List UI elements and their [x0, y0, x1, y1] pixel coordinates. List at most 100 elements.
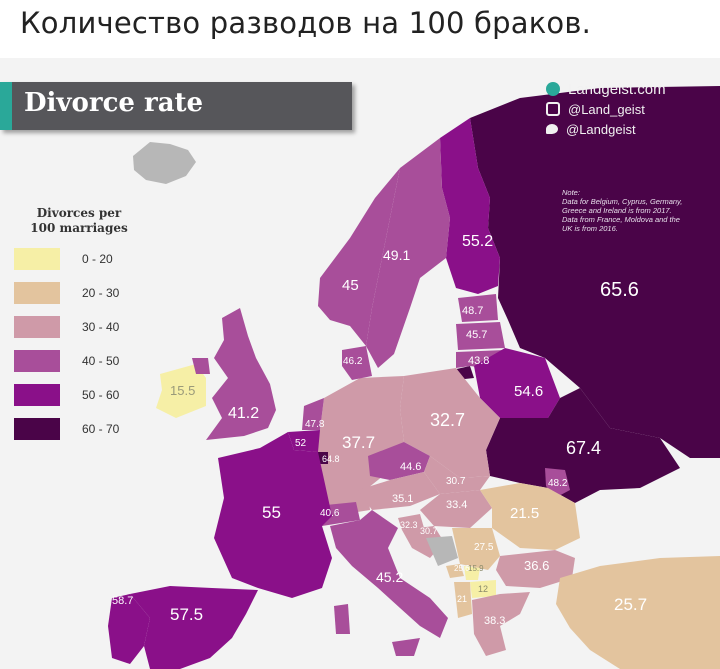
country-luxembourg	[318, 452, 328, 464]
label-hungary: 33.4	[446, 499, 467, 511]
label-poland: 32.7	[430, 410, 465, 430]
banner-accent	[0, 82, 12, 130]
country-netherlands	[302, 398, 324, 430]
note-line: Greece and Ireland is from 2017.	[562, 206, 672, 215]
legend-label: 50 - 60	[82, 388, 120, 402]
country-turkey	[556, 556, 720, 669]
label-slovakia: 30.7	[446, 476, 466, 487]
country-slovenia	[398, 514, 424, 530]
brand-handle: @Landgeist	[566, 121, 636, 137]
brand-site: Landgeist.com	[568, 80, 666, 98]
country-denmark	[342, 346, 372, 380]
label-luxembourg: 64.8	[322, 454, 340, 464]
label-sweden: 49.1	[383, 247, 410, 263]
note-heading: Note:	[562, 188, 580, 197]
country-ireland	[156, 364, 206, 418]
data-note: Note: Data for Belgium, Cyprus, Germany,…	[562, 188, 707, 233]
country-finland	[440, 118, 500, 294]
country-czechia	[368, 442, 430, 480]
divorce-rate-map: 65.6 67.4 54.6 55.2 49.1 45 48.7 45.7 43…	[0, 58, 720, 669]
legend-item: 0 - 20	[14, 242, 144, 276]
country-northern-ireland	[192, 358, 210, 374]
brand-handle: @Land_geist	[568, 101, 645, 117]
country-austria	[358, 472, 440, 510]
label-greece: 38.3	[484, 615, 505, 627]
banner: Divorce rate	[0, 82, 352, 130]
brand-block: Landgeist.com @Land_geist @Landgeist	[546, 80, 706, 140]
label-netherlands: 47.8	[305, 419, 325, 430]
country-kosovo	[464, 566, 480, 580]
country-greece	[472, 592, 530, 656]
label-croatia: 30.7	[420, 526, 438, 536]
note-line: Data for Belgium, Cyprus, Germany,	[562, 197, 683, 206]
label-russia: 65.6	[600, 279, 639, 301]
country-sicily	[392, 638, 420, 656]
label-portugal: 58.7	[112, 595, 133, 607]
country-sardinia	[334, 604, 350, 634]
label-turkey: 25.7	[614, 595, 647, 614]
legend-label: 60 - 70	[82, 422, 120, 436]
legend-item: 20 - 30	[14, 276, 144, 310]
label-finland: 55.2	[462, 233, 493, 250]
label-ireland: 15.5	[170, 383, 195, 398]
country-russia	[470, 86, 720, 458]
banner-title: Divorce rate	[24, 88, 204, 118]
label-norway: 45	[342, 277, 359, 294]
label-lithuania: 43.8	[468, 355, 489, 367]
label-romania: 21.5	[510, 505, 539, 522]
globe-icon	[546, 82, 560, 96]
legend-swatch	[14, 316, 60, 338]
country-hungary	[420, 490, 492, 528]
legend-item: 50 - 60	[14, 378, 144, 412]
country-uk	[206, 308, 276, 440]
instagram-icon	[546, 102, 560, 116]
country-belarus	[474, 348, 560, 418]
legend-swatch	[14, 350, 60, 372]
label-germany: 37.7	[342, 433, 375, 452]
legend-swatch	[14, 418, 60, 440]
legend-title-line: Divorces per	[36, 206, 122, 220]
country-iceland	[133, 142, 196, 184]
country-albania	[454, 582, 472, 618]
label-france: 55	[262, 503, 281, 522]
twitter-icon	[546, 124, 558, 134]
label-bulgaria: 36.6	[524, 558, 549, 573]
legend-title: Divorces per 100 marriages	[14, 206, 144, 236]
country-latvia	[456, 322, 505, 350]
country-estonia	[458, 294, 498, 322]
brand-site-row: Landgeist.com	[546, 80, 706, 98]
legend-swatch	[14, 384, 60, 406]
label-albania: 21	[457, 594, 467, 604]
country-serbia	[452, 528, 500, 570]
country-poland	[400, 368, 500, 478]
legend-swatch	[14, 282, 60, 304]
country-italy	[330, 510, 448, 638]
label-north-macedonia: 12	[478, 584, 488, 594]
label-slovenia: 32.3	[400, 520, 418, 530]
legend-label: 20 - 30	[82, 286, 120, 300]
country-spain	[130, 586, 258, 669]
note-line: Data from France, Moldova and the	[562, 215, 680, 224]
label-uk: 41.2	[228, 405, 259, 422]
label-serbia: 27.5	[474, 542, 494, 553]
label-czechia: 44.6	[400, 461, 421, 473]
country-france	[214, 432, 332, 598]
country-germany	[312, 376, 404, 516]
legend-item: 60 - 70	[14, 412, 144, 446]
country-montenegro	[446, 564, 464, 578]
label-austria: 35.1	[392, 493, 413, 505]
country-portugal	[108, 594, 150, 664]
label-montenegro: 25.6	[454, 564, 470, 573]
country-norway	[318, 168, 400, 346]
country-slovakia	[424, 456, 490, 494]
caption-text: Количество разводов на 100 браков.	[20, 6, 592, 40]
legend-title-line: 100 marriages	[30, 221, 128, 235]
europe-map-svg: 65.6 67.4 54.6 55.2 49.1 45 48.7 45.7 43…	[108, 86, 720, 669]
caption-bar: Количество разводов на 100 браков.	[0, 0, 720, 58]
label-moldova: 48.2	[548, 478, 568, 489]
legend: Divorces per 100 marriages 0 - 20 20 - 3…	[14, 206, 144, 446]
legend-swatch	[14, 248, 60, 270]
legend-item: 40 - 50	[14, 344, 144, 378]
legend-label: 0 - 20	[82, 252, 113, 266]
legend-item: 30 - 40	[14, 310, 144, 344]
